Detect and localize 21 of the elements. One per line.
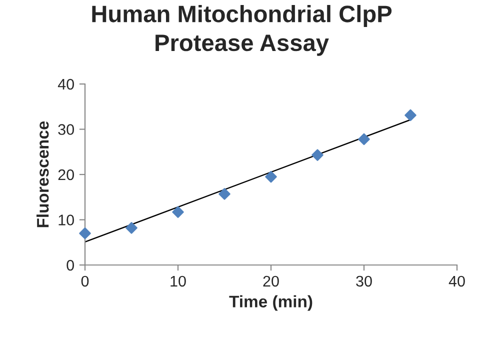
x-tick-label: 40 — [448, 276, 465, 287]
y-axis-title: Fluorescence — [36, 121, 49, 228]
point — [126, 222, 138, 234]
x-tick-label: 10 — [170, 276, 186, 287]
point — [79, 227, 91, 240]
point — [265, 170, 277, 183]
point — [218, 188, 230, 200]
y-tick-label: 0 — [66, 260, 74, 271]
chart-title: Human Mitochondrial ClpP Protease Assay — [92, 4, 392, 56]
point — [404, 109, 416, 122]
x-tick-label: 20 — [263, 276, 279, 287]
y-tick-label: 20 — [58, 169, 74, 180]
y-tick-label: 30 — [58, 124, 74, 135]
x-axis-title: Time (min) — [229, 295, 312, 311]
point — [312, 149, 324, 161]
y-tick-label: 40 — [58, 78, 74, 90]
x-tick-label: 30 — [356, 276, 372, 287]
x-tick-label: 0 — [81, 276, 89, 287]
y-tick-label: 10 — [58, 214, 74, 226]
point — [172, 206, 184, 218]
point — [358, 133, 370, 146]
